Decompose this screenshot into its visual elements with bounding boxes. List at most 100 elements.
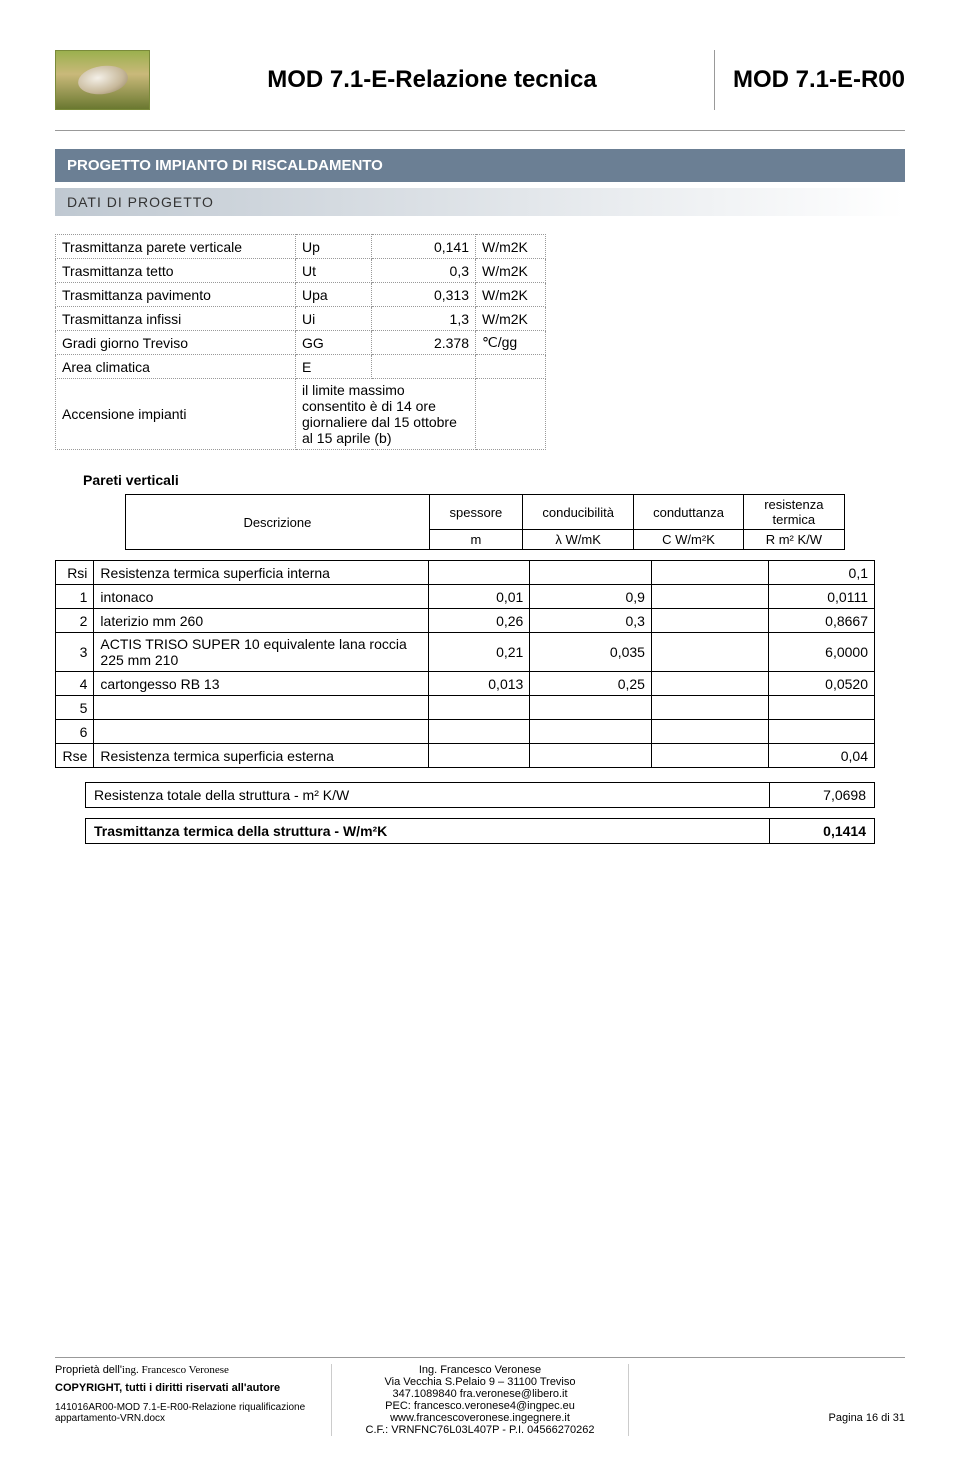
table-row: Trasmittanza infissiUi1,3W/m2K xyxy=(56,307,546,331)
col-resistenza: resistenza termica xyxy=(743,495,844,530)
row-idx: 5 xyxy=(56,696,94,720)
col-conducibilita-unit: λ W/mK xyxy=(522,530,633,550)
param-val: 2.378 xyxy=(372,331,476,355)
table-row: Gradi giorno TrevisoGG2.378℃/gg xyxy=(56,331,546,355)
col-conduttanza: conduttanza xyxy=(634,495,743,530)
row-conduttanza xyxy=(651,720,768,744)
table-row: Descrizione spessore conducibilità condu… xyxy=(126,495,845,530)
table-row: RseResistenza termica superficia esterna… xyxy=(56,744,875,768)
param-unit: W/m2K xyxy=(476,307,546,331)
table-row: Resistenza totale della struttura - m² K… xyxy=(86,783,875,808)
footer-copyright: COPYRIGHT, tutti i diritti riservati all… xyxy=(55,1382,331,1394)
layers-table: RsiResistenza termica superficia interna… xyxy=(55,560,875,768)
param-val: 1,3 xyxy=(372,307,476,331)
row-resistenza: 0,0111 xyxy=(768,585,874,609)
resistenza-totale-label: Resistenza totale della struttura - m² K… xyxy=(86,783,770,808)
param-label: Accensione impianti xyxy=(56,379,296,450)
row-spessore xyxy=(428,696,529,720)
row-conducibilita: 0,25 xyxy=(530,672,652,696)
param-sym: Ui xyxy=(296,307,372,331)
logo-image xyxy=(55,50,150,110)
param-unit: W/m2K xyxy=(476,259,546,283)
param-val xyxy=(372,355,476,379)
doc-title: MOD 7.1-E-Relazione tecnica xyxy=(160,66,704,94)
row-idx: 3 xyxy=(56,633,94,672)
row-spessore: 0,013 xyxy=(428,672,529,696)
row-resistenza: 0,0520 xyxy=(768,672,874,696)
row-desc xyxy=(94,720,429,744)
row-spessore: 0,26 xyxy=(428,609,529,633)
col-desc: Descrizione xyxy=(126,495,430,550)
row-desc: intonaco xyxy=(94,585,429,609)
row-spessore xyxy=(428,744,529,768)
param-label: Trasmittanza parete verticale xyxy=(56,235,296,259)
row-desc xyxy=(94,696,429,720)
col-resistenza-unit: R m² K/W xyxy=(743,530,844,550)
footer-mid: Ing. Francesco Veronese Via Vecchia S.Pe… xyxy=(331,1364,629,1436)
footer-mid-line: Ing. Francesco Veronese xyxy=(342,1364,618,1376)
row-spessore: 0,01 xyxy=(428,585,529,609)
params-table: Trasmittanza parete verticaleUp0,141W/m2… xyxy=(55,234,546,450)
param-unit: ℃/gg xyxy=(476,331,546,355)
table-row: Trasmittanza tettoUt0,3W/m2K xyxy=(56,259,546,283)
pareti-heading: Pareti verticali xyxy=(83,472,905,488)
table-row: Trasmittanza termica della struttura - W… xyxy=(86,819,875,844)
table-row: RsiResistenza termica superficia interna… xyxy=(56,561,875,585)
row-conduttanza xyxy=(651,561,768,585)
table-row: 4cartongesso RB 130,0130,25 0,0520 xyxy=(56,672,875,696)
section-subtitle: DATI DI PROGETTO xyxy=(55,188,905,216)
row-desc: Resistenza termica superficia interna xyxy=(94,561,429,585)
footer-mid-line: Via Vecchia S.Pelaio 9 – 31100 Treviso xyxy=(342,1376,618,1388)
page-number: Pagina 16 di 31 xyxy=(829,1412,905,1424)
summary-table-bold: Trasmittanza termica della struttura - W… xyxy=(85,818,875,844)
param-sym: Upa xyxy=(296,283,372,307)
row-idx: 1 xyxy=(56,585,94,609)
row-resistenza xyxy=(768,696,874,720)
row-desc: Resistenza termica superficia esterna xyxy=(94,744,429,768)
row-idx: 4 xyxy=(56,672,94,696)
footer-mid-line: 347.1089840 fra.veronese@libero.it xyxy=(342,1388,618,1400)
row-desc: ACTIS TRISO SUPER 10 equivalente lana ro… xyxy=(94,633,429,672)
row-resistenza: 6,0000 xyxy=(768,633,874,672)
param-sym: Up xyxy=(296,235,372,259)
row-conducibilita: 0,3 xyxy=(530,609,652,633)
row-conduttanza xyxy=(651,609,768,633)
row-resistenza: 0,1 xyxy=(768,561,874,585)
table-row: Trasmittanza pavimentoUpa0,313W/m2K xyxy=(56,283,546,307)
footer-prop-pre: Proprietà dell' xyxy=(55,1364,122,1376)
footer-left: Proprietà dell'ing. Francesco Veronese C… xyxy=(55,1364,331,1436)
param-label: Trasmittanza tetto xyxy=(56,259,296,283)
column-header-table: Descrizione spessore conducibilità condu… xyxy=(125,494,845,550)
param-val: 0,3 xyxy=(372,259,476,283)
param-val: 0,141 xyxy=(372,235,476,259)
param-label: Area climatica xyxy=(56,355,296,379)
param-sym: Ut xyxy=(296,259,372,283)
trasmittanza-value: 0,1414 xyxy=(770,819,875,844)
col-spessore: spessore xyxy=(429,495,522,530)
param-sym: E xyxy=(296,355,372,379)
table-row: 2laterizio mm 2600,260,30,8667 xyxy=(56,609,875,633)
table-row: Accensione impiantiil limite massimo con… xyxy=(56,379,546,450)
row-conduttanza xyxy=(651,585,768,609)
row-resistenza: 0,04 xyxy=(768,744,874,768)
page-footer: Proprietà dell'ing. Francesco Veronese C… xyxy=(55,1357,905,1436)
row-conduttanza xyxy=(651,672,768,696)
row-conducibilita xyxy=(530,696,652,720)
row-conducibilita xyxy=(530,744,652,768)
table-row: Trasmittanza parete verticaleUp0,141W/m2… xyxy=(56,235,546,259)
param-label: Trasmittanza pavimento xyxy=(56,283,296,307)
param-unit: W/m2K xyxy=(476,235,546,259)
param-label: Gradi giorno Treviso xyxy=(56,331,296,355)
row-spessore xyxy=(428,720,529,744)
row-spessore xyxy=(428,561,529,585)
row-desc: cartongesso RB 13 xyxy=(94,672,429,696)
row-idx: 2 xyxy=(56,609,94,633)
table-row: 5 xyxy=(56,696,875,720)
footer-right: Pagina 16 di 31 xyxy=(629,1364,905,1436)
row-conduttanza xyxy=(651,744,768,768)
table-row: 1intonaco0,010,90,0111 xyxy=(56,585,875,609)
footer-mid-line: C.F.: VRNFNC76L03L407P - P.I. 0456627026… xyxy=(342,1424,618,1436)
param-label: Trasmittanza infissi xyxy=(56,307,296,331)
row-resistenza: 0,8667 xyxy=(768,609,874,633)
col-conducibilita: conducibilità xyxy=(522,495,633,530)
